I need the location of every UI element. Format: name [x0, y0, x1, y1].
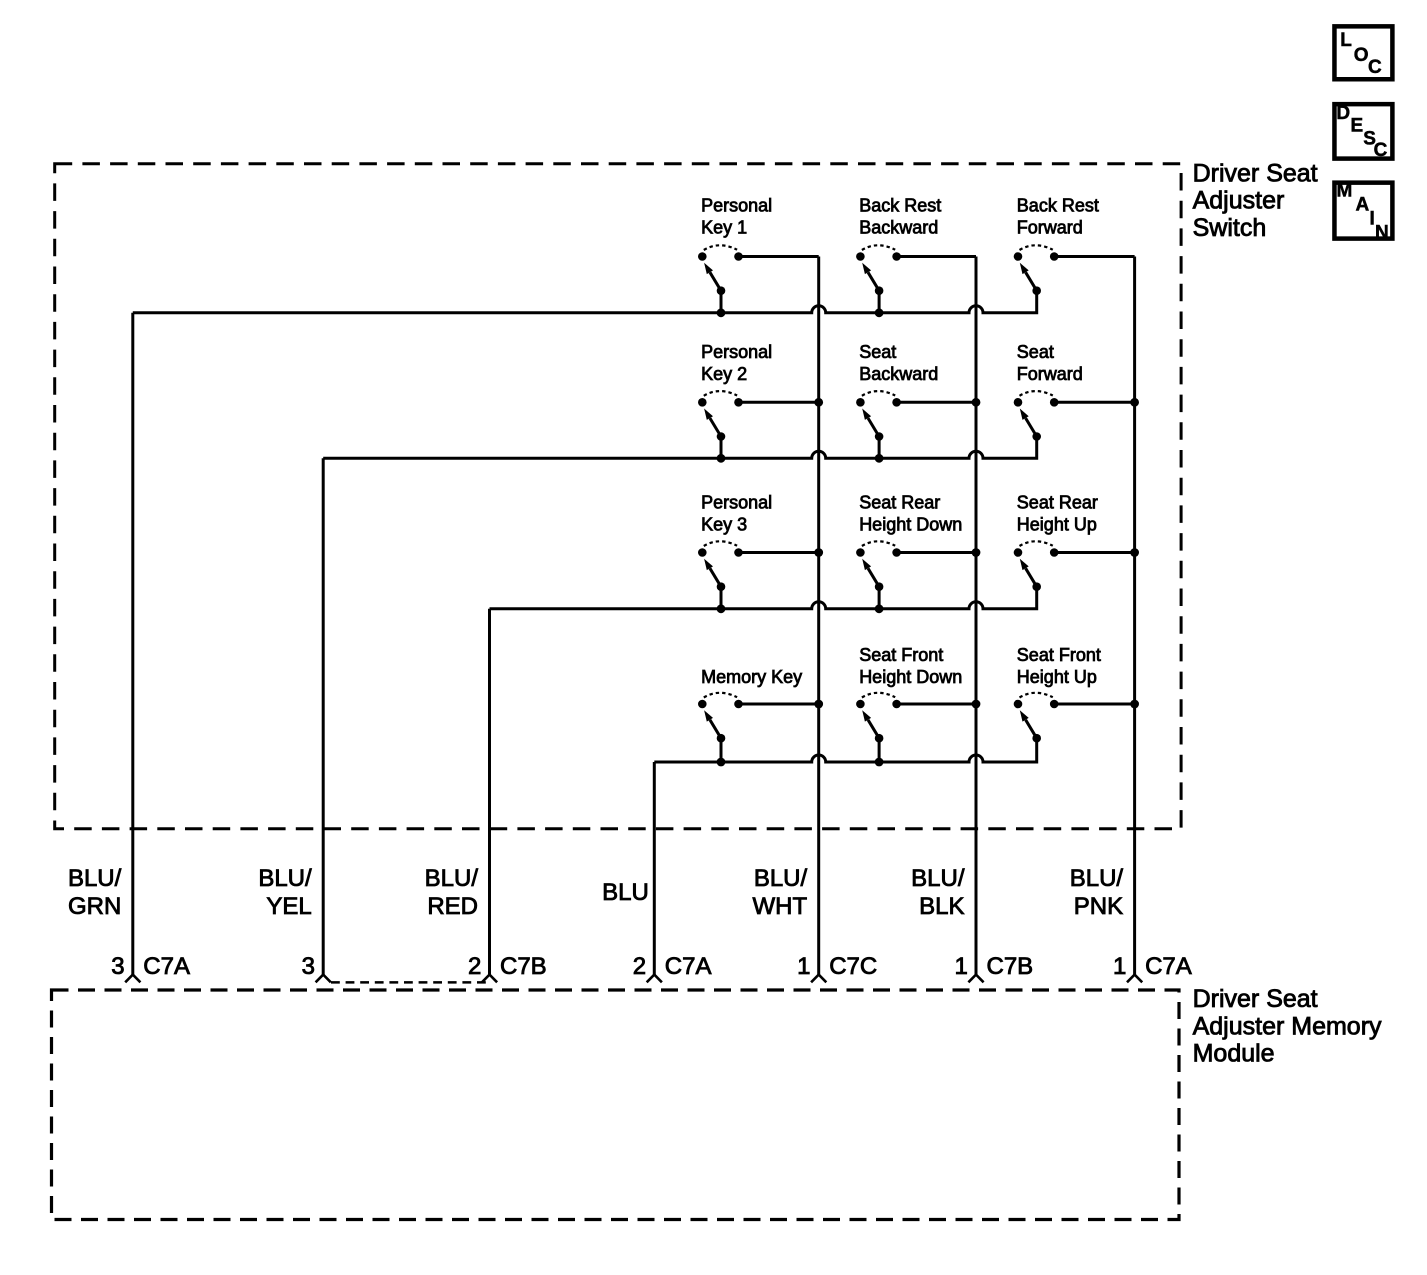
svg-text:Adjuster: Adjuster: [1193, 187, 1285, 215]
svg-text:Seat Rear: Seat Rear: [1017, 492, 1098, 512]
svg-text:Backward: Backward: [859, 218, 938, 238]
svg-text:BLU: BLU: [602, 879, 649, 906]
svg-text:Driver Seat: Driver Seat: [1193, 985, 1318, 1013]
svg-text:Memory Key: Memory Key: [701, 667, 802, 687]
svg-text:Personal: Personal: [701, 492, 772, 512]
svg-text:C7A: C7A: [143, 953, 190, 980]
svg-text:A: A: [1356, 195, 1370, 216]
svg-text:C7C: C7C: [829, 953, 877, 980]
svg-text:C7B: C7B: [500, 953, 547, 980]
svg-text:Height Down: Height Down: [859, 514, 962, 534]
svg-text:N: N: [1375, 223, 1389, 244]
svg-text:C: C: [1374, 140, 1388, 161]
svg-text:1: 1: [1113, 953, 1126, 980]
svg-text:RED: RED: [427, 893, 478, 920]
svg-text:I: I: [1370, 209, 1375, 230]
svg-text:Personal: Personal: [701, 342, 772, 362]
svg-text:Module: Module: [1193, 1040, 1275, 1068]
svg-text:1: 1: [797, 953, 810, 980]
svg-text:Driver Seat: Driver Seat: [1193, 159, 1318, 187]
svg-text:S: S: [1363, 129, 1376, 150]
svg-text:C7A: C7A: [1145, 953, 1192, 980]
svg-text:Key 1: Key 1: [701, 218, 747, 238]
svg-text:Seat: Seat: [1017, 342, 1054, 362]
svg-text:BLU/: BLU/: [425, 865, 479, 892]
svg-text:Forward: Forward: [1017, 218, 1083, 238]
svg-text:Seat Front: Seat Front: [1017, 645, 1101, 665]
svg-text:3: 3: [111, 953, 124, 980]
svg-text:Forward: Forward: [1017, 364, 1083, 384]
svg-text:C7A: C7A: [665, 953, 712, 980]
svg-text:3: 3: [302, 953, 315, 980]
svg-text:BLU/: BLU/: [911, 865, 965, 892]
svg-text:BLU/: BLU/: [754, 865, 808, 892]
svg-text:Backward: Backward: [859, 364, 938, 384]
svg-text:WHT: WHT: [753, 893, 808, 920]
svg-text:M: M: [1337, 180, 1353, 201]
svg-text:Adjuster Memory: Adjuster Memory: [1193, 1012, 1382, 1040]
svg-text:Height Up: Height Up: [1017, 514, 1097, 534]
svg-text:YEL: YEL: [266, 893, 311, 920]
svg-text:C7B: C7B: [987, 953, 1034, 980]
svg-text:Key 3: Key 3: [701, 514, 747, 534]
svg-text:2: 2: [468, 953, 481, 980]
svg-text:Height Up: Height Up: [1017, 667, 1097, 687]
svg-text:D: D: [1336, 103, 1350, 124]
svg-text:Personal: Personal: [701, 196, 772, 216]
svg-text:2: 2: [633, 953, 646, 980]
svg-text:PNK: PNK: [1074, 893, 1123, 920]
svg-text:GRN: GRN: [68, 893, 121, 920]
svg-text:O: O: [1354, 45, 1369, 66]
svg-text:Switch: Switch: [1193, 214, 1267, 242]
svg-text:BLU/: BLU/: [258, 865, 312, 892]
svg-text:Key 2: Key 2: [701, 364, 747, 384]
svg-text:Back Rest: Back Rest: [859, 196, 941, 216]
svg-text:BLU/: BLU/: [68, 865, 122, 892]
svg-text:Height Down: Height Down: [859, 667, 962, 687]
svg-text:1: 1: [954, 953, 967, 980]
svg-text:C: C: [1368, 57, 1382, 78]
svg-text:Seat: Seat: [859, 342, 896, 362]
svg-text:E: E: [1351, 115, 1364, 136]
svg-text:Seat Rear: Seat Rear: [859, 492, 940, 512]
svg-text:Back Rest: Back Rest: [1017, 196, 1099, 216]
svg-text:BLU/: BLU/: [1070, 865, 1124, 892]
svg-text:Seat Front: Seat Front: [859, 645, 943, 665]
svg-text:BLK: BLK: [919, 893, 964, 920]
svg-text:L: L: [1340, 30, 1352, 51]
